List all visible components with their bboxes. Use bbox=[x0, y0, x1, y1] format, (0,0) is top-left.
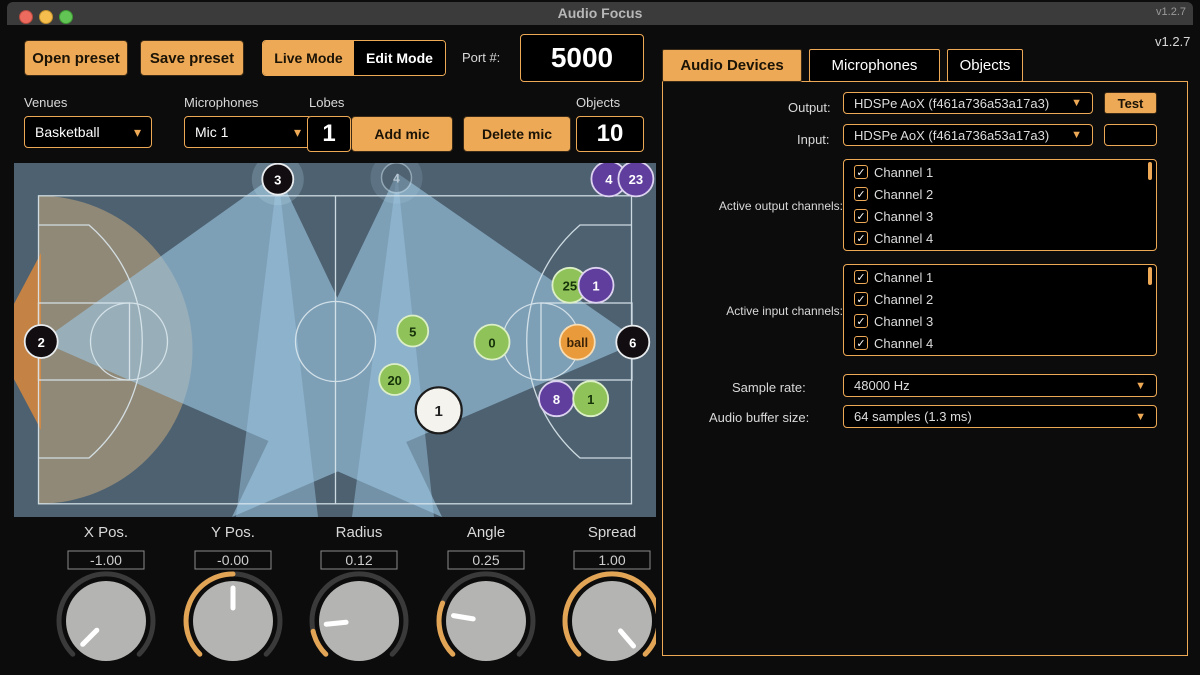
svg-text:23: 23 bbox=[629, 172, 643, 187]
svg-text:25: 25 bbox=[563, 279, 577, 294]
svg-text:Y Pos.: Y Pos. bbox=[211, 524, 255, 541]
svg-text:2: 2 bbox=[38, 335, 45, 350]
svg-text:0.12: 0.12 bbox=[345, 552, 372, 568]
svg-text:5: 5 bbox=[409, 324, 416, 339]
svg-text:ball: ball bbox=[567, 336, 589, 350]
svg-text:Radius: Radius bbox=[336, 524, 383, 541]
svg-text:3: 3 bbox=[274, 173, 281, 188]
svg-text:4: 4 bbox=[605, 172, 613, 187]
svg-text:1: 1 bbox=[587, 392, 594, 407]
svg-text:1: 1 bbox=[592, 279, 599, 294]
svg-text:0.25: 0.25 bbox=[472, 552, 499, 568]
svg-text:-1.00: -1.00 bbox=[90, 552, 122, 568]
svg-text:6: 6 bbox=[629, 335, 636, 350]
svg-text:8: 8 bbox=[553, 392, 560, 407]
svg-text:0: 0 bbox=[488, 335, 495, 350]
svg-text:Spread: Spread bbox=[588, 524, 636, 541]
svg-text:1: 1 bbox=[435, 403, 443, 420]
svg-text:-0.00: -0.00 bbox=[217, 552, 249, 568]
svg-text:Angle: Angle bbox=[467, 524, 505, 541]
svg-text:1.00: 1.00 bbox=[598, 552, 625, 568]
svg-text:20: 20 bbox=[387, 373, 401, 388]
svg-text:X Pos.: X Pos. bbox=[84, 524, 128, 541]
